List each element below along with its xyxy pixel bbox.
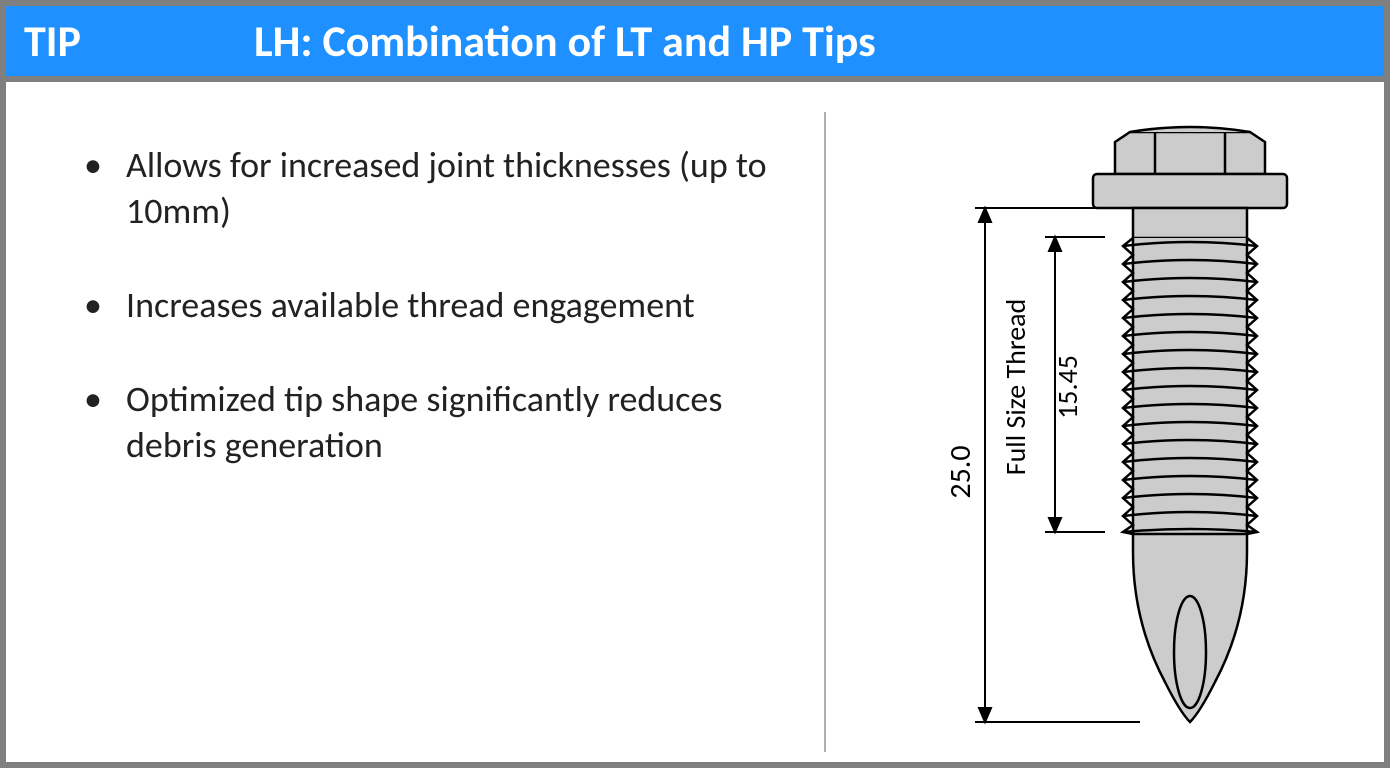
- bullet-item: Optimized tip shape significantly reduce…: [66, 376, 794, 468]
- screw-tip: [1133, 534, 1247, 722]
- dim-thread-value: 15.45: [1050, 355, 1085, 419]
- screw-diagram: 25.0 Full Size Thread 15.45: [845, 122, 1345, 742]
- text-column: Allows for increased joint thicknesses (…: [26, 112, 824, 752]
- title-bar: TIP LH: Combination of LT and HP Tips: [6, 6, 1384, 82]
- content-area: Allows for increased joint thicknesses (…: [6, 82, 1384, 762]
- dim-overall-label: 25.0: [942, 445, 979, 498]
- slide-frame: TIP LH: Combination of LT and HP Tips Al…: [0, 0, 1390, 768]
- bullet-item: Increases available thread engagement: [66, 282, 794, 328]
- diagram-column: 25.0 Full Size Thread 15.45: [824, 112, 1364, 752]
- screw-body: [1093, 127, 1287, 534]
- bullet-list: Allows for increased joint thicknesses (…: [66, 142, 794, 468]
- title-left: TIP: [24, 14, 254, 68]
- dim-thread-label: Full Size Thread: [998, 299, 1033, 476]
- bullet-item: Allows for increased joint thicknesses (…: [66, 142, 794, 234]
- title-main: LH: Combination of LT and HP Tips: [254, 14, 876, 68]
